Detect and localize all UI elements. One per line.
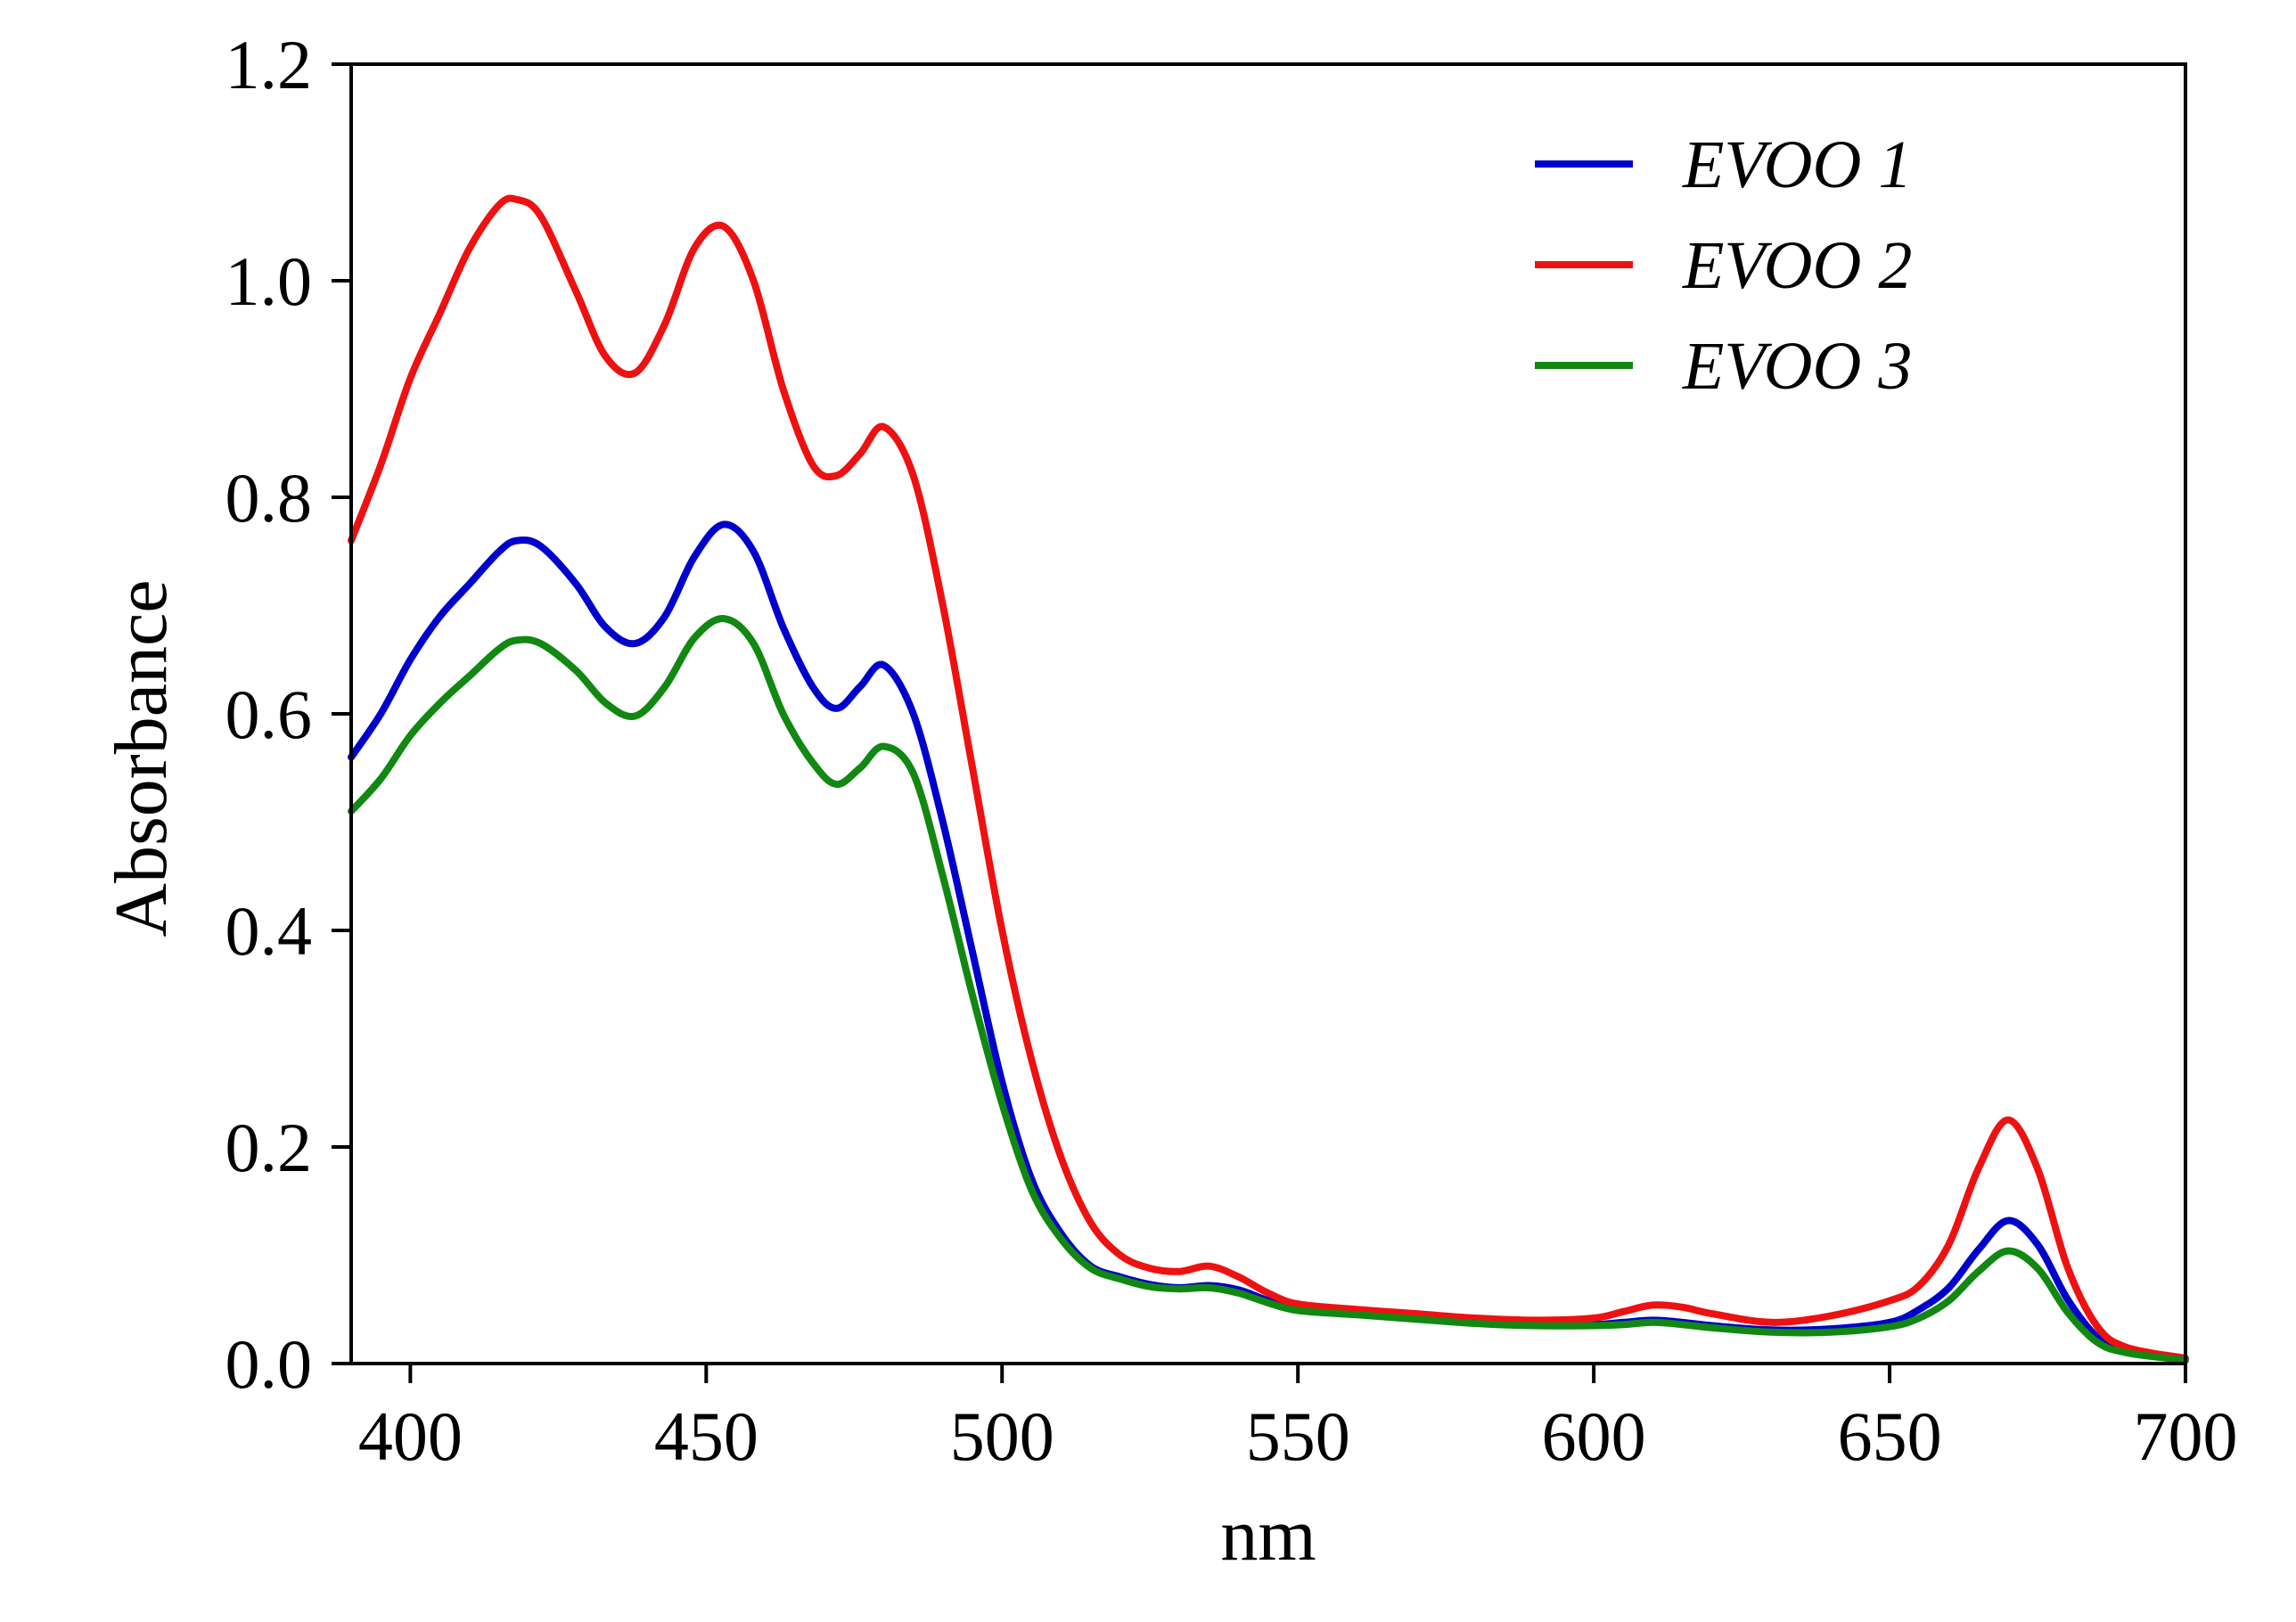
y-tick-label: 0.2 (226, 1109, 313, 1186)
x-axis: 400 450 500 550 600 650 700 (358, 1364, 2238, 1475)
series-layer (348, 194, 2189, 1364)
legend: EVOO 1 EVOO 2 EVOO 3 (1535, 127, 1912, 404)
legend-label: EVOO 3 (1682, 329, 1912, 404)
x-axis-title: nm (1220, 1494, 1316, 1577)
x-tick-label: 600 (1542, 1397, 1646, 1475)
y-axis: 0.0 0.2 0.4 0.6 0.8 1.0 1.2 (226, 26, 351, 1403)
y-tick-label: 0.8 (226, 459, 313, 537)
y-axis-title: Absorbance (100, 579, 183, 937)
y-tick-label: 0.4 (226, 892, 313, 970)
legend-label: EVOO 2 (1682, 228, 1912, 303)
x-tick-label: 500 (950, 1397, 1054, 1475)
y-tick-label: 0.0 (226, 1325, 313, 1403)
x-tick-label: 550 (1246, 1397, 1350, 1475)
x-tick-label: 650 (1838, 1397, 1942, 1475)
y-tick-label: 1.0 (226, 242, 313, 320)
legend-label: EVOO 1 (1682, 127, 1912, 202)
x-tick-label: 450 (654, 1397, 758, 1475)
series-line-evoo-3 (348, 615, 2189, 1364)
y-tick-label: 0.6 (226, 676, 313, 753)
x-tick-label: 700 (2134, 1397, 2238, 1475)
x-tick-label: 400 (358, 1397, 463, 1475)
series-line-evoo-2 (348, 194, 2189, 1362)
y-tick-label: 1.2 (226, 26, 313, 103)
